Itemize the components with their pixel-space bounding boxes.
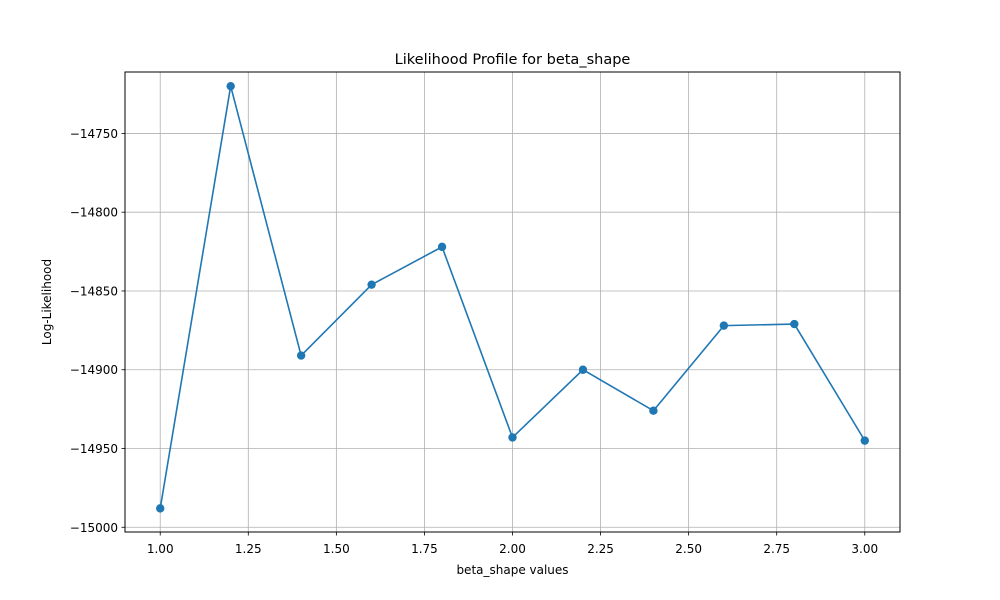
x-tick-label: 1.25 (235, 542, 262, 556)
y-tick-label: −14800 (70, 206, 118, 220)
y-axis-label: Log-Likelihood (40, 259, 54, 345)
x-tick-label: 1.75 (411, 542, 438, 556)
y-tick-label: −14900 (70, 363, 118, 377)
data-point (860, 436, 869, 445)
x-tick-label: 2.50 (675, 542, 702, 556)
data-point (296, 351, 306, 360)
y-tick-label: −14850 (70, 284, 118, 298)
x-tick-label: 2.75 (763, 542, 790, 556)
data-point (719, 321, 729, 330)
data-points (156, 81, 869, 513)
data-point (437, 242, 447, 252)
y-tick-label: −14750 (70, 127, 118, 141)
data-point (226, 81, 235, 91)
data-point (508, 433, 517, 442)
x-tick-label: 1.00 (147, 542, 174, 556)
x-axis-label: beta_shape values (456, 563, 568, 577)
x-tick-label: 1.50 (323, 542, 350, 556)
x-tick-label: 2.25 (587, 542, 614, 556)
y-tick-label: −15000 (70, 521, 118, 535)
x-axis-ticks: 1.00 1.25 1.50 1.75 2.00 2.25 2.50 2.75 3.00 (147, 532, 878, 556)
data-point (649, 406, 658, 415)
y-axis-ticks: −15000 −14950 −14900 −14850 −14800 −14750 (70, 127, 125, 535)
data-point (367, 280, 376, 289)
x-tick-label: 2.00 (499, 542, 526, 556)
x-tick-label: 3.00 (851, 542, 878, 556)
data-point (578, 365, 588, 374)
data-point (156, 504, 165, 513)
grid-lines (125, 72, 900, 532)
y-tick-label: −14950 (70, 442, 118, 456)
data-point (790, 319, 799, 329)
chart-title: Likelihood Profile for beta_shape (395, 52, 631, 68)
